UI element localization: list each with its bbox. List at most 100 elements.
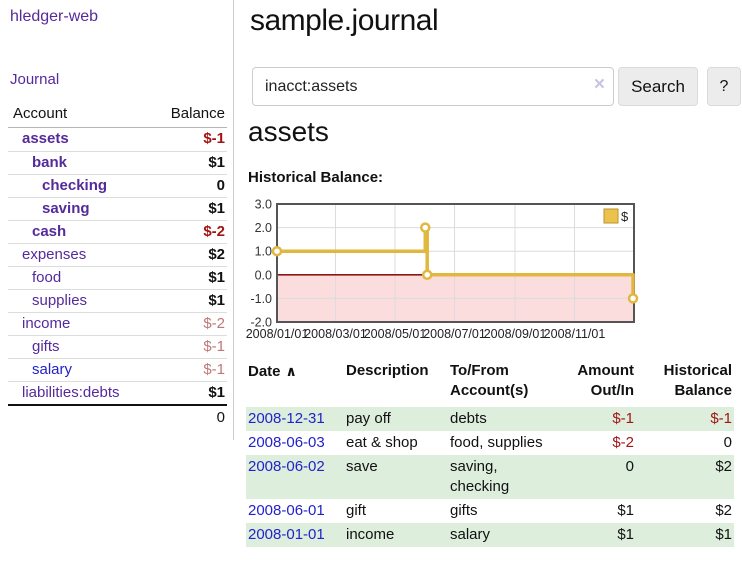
account-row: assets $-1 bbox=[8, 128, 227, 151]
account-link[interactable]: saving bbox=[42, 200, 90, 217]
transaction-amount: $-1 bbox=[612, 410, 634, 427]
svg-text:2008/05/01: 2008/05/01 bbox=[364, 327, 427, 341]
accounts-total-row: 0 bbox=[8, 404, 227, 428]
register-table: Date ∧ Description To/From Account(s) Amo… bbox=[246, 361, 734, 547]
register-row: 2008-06-03 eat & shop food, supplies $-2… bbox=[246, 431, 734, 455]
account-row: cash $-2 bbox=[8, 220, 227, 243]
account-balance: $-2 bbox=[203, 223, 225, 240]
svg-text:-2.0: -2.0 bbox=[250, 316, 272, 330]
transaction-amount: $-2 bbox=[612, 434, 634, 451]
account-link[interactable]: bank bbox=[32, 154, 68, 171]
transaction-date-link[interactable]: 2008-06-02 bbox=[248, 458, 325, 475]
clear-search-icon[interactable]: × bbox=[593, 74, 605, 95]
accounts-total-value: 0 bbox=[216, 409, 225, 426]
account-row: checking 0 bbox=[8, 174, 227, 197]
register-header-balance: Historical Balance bbox=[663, 362, 732, 399]
transaction-description: pay off bbox=[346, 410, 391, 427]
transaction-date-link[interactable]: 2008-06-01 bbox=[248, 502, 325, 519]
account-balance: $-1 bbox=[203, 130, 225, 147]
account-link[interactable]: supplies bbox=[32, 292, 88, 309]
account-row: gifts $-1 bbox=[8, 335, 227, 358]
account-row: salary $-1 bbox=[8, 358, 227, 381]
account-balance: $1 bbox=[208, 384, 225, 401]
register-header-date[interactable]: Date ∧ bbox=[246, 361, 344, 407]
account-link[interactable]: cash bbox=[32, 223, 67, 240]
transaction-amount: $1 bbox=[617, 526, 634, 543]
search-bar: × Search ? bbox=[252, 67, 741, 106]
transaction-accounts: saving, checking bbox=[450, 458, 510, 495]
account-balance: $1 bbox=[208, 292, 225, 309]
register-rows: 2008-12-31 pay off debts $-1 $-1 2008-06… bbox=[246, 407, 734, 547]
page-title: sample.journal bbox=[250, 4, 439, 37]
sort-ascending-icon: ∧ bbox=[285, 363, 297, 379]
account-link[interactable]: assets bbox=[22, 130, 69, 147]
transaction-accounts: gifts bbox=[450, 502, 478, 519]
search-input[interactable] bbox=[252, 67, 614, 106]
register-row: 2008-12-31 pay off debts $-1 $-1 bbox=[246, 407, 734, 431]
account-link[interactable]: checking bbox=[42, 177, 108, 194]
account-row: supplies $1 bbox=[8, 289, 227, 312]
register-header-description: Description bbox=[346, 362, 429, 379]
transaction-balance: $2 bbox=[715, 502, 732, 519]
accounts-rows: assets $-1 bank $1 checking 0 saving $1 … bbox=[8, 128, 227, 404]
account-balance: $2 bbox=[208, 246, 225, 263]
transaction-description: income bbox=[346, 526, 395, 543]
transaction-accounts: food, supplies bbox=[450, 434, 543, 451]
svg-text:$: $ bbox=[621, 209, 629, 224]
account-balance: $-1 bbox=[203, 361, 225, 378]
transaction-date-cell: 2008-12-31 bbox=[246, 407, 344, 431]
account-heading: assets bbox=[248, 116, 329, 147]
sidebar-item-journal[interactable]: Journal bbox=[10, 71, 60, 88]
help-button[interactable]: ? bbox=[707, 67, 741, 106]
transaction-amount: $1 bbox=[617, 502, 634, 519]
svg-text:2008/09/01: 2008/09/01 bbox=[484, 327, 547, 341]
transaction-description: save bbox=[346, 458, 378, 475]
transaction-date-cell: 2008-06-03 bbox=[246, 431, 344, 455]
transaction-date-link[interactable]: 2008-01-01 bbox=[248, 526, 325, 543]
transaction-balance: $-1 bbox=[710, 410, 732, 427]
svg-text:1.0: 1.0 bbox=[255, 245, 272, 259]
transaction-accounts: salary bbox=[450, 526, 491, 543]
transaction-accounts: debts bbox=[450, 410, 487, 427]
register-row: 2008-01-01 income salary $1 $1 bbox=[246, 523, 734, 547]
transaction-date-cell: 2008-06-02 bbox=[246, 455, 344, 499]
transaction-date-link[interactable]: 2008-06-03 bbox=[248, 434, 325, 451]
svg-text:2008/03/01: 2008/03/01 bbox=[304, 327, 367, 341]
account-balance: $1 bbox=[208, 269, 225, 286]
search-input-wrap: × bbox=[252, 67, 614, 106]
account-row: expenses $2 bbox=[8, 243, 227, 266]
account-row: bank $1 bbox=[8, 151, 227, 174]
svg-text:2008/07/01: 2008/07/01 bbox=[423, 327, 486, 341]
transaction-amount: 0 bbox=[625, 458, 634, 475]
accounts-table-header: Account Balance bbox=[8, 103, 227, 128]
search-button[interactable]: Search bbox=[618, 67, 698, 106]
account-row: saving $1 bbox=[8, 197, 227, 220]
svg-text:2.0: 2.0 bbox=[255, 221, 272, 235]
svg-text:0.0: 0.0 bbox=[255, 268, 272, 282]
account-link[interactable]: liabilities:debts bbox=[22, 384, 120, 401]
account-link[interactable]: food bbox=[32, 269, 62, 286]
account-link[interactable]: salary bbox=[32, 361, 73, 378]
account-link[interactable]: income bbox=[22, 315, 71, 332]
account-link[interactable]: expenses bbox=[22, 246, 87, 263]
register-header-amount: Amount Out/In bbox=[577, 362, 634, 399]
register-row: 2008-06-01 gift gifts $1 $2 bbox=[246, 499, 734, 523]
account-balance: $1 bbox=[208, 154, 225, 171]
transaction-date-cell: 2008-01-01 bbox=[246, 523, 344, 547]
transaction-balance: $1 bbox=[715, 526, 732, 543]
account-link[interactable]: gifts bbox=[32, 338, 60, 355]
register-header: Date ∧ Description To/From Account(s) Amo… bbox=[246, 361, 734, 407]
register-header-accounts: To/From Account(s) bbox=[450, 362, 529, 399]
svg-text:2008/11/01: 2008/11/01 bbox=[544, 327, 606, 341]
register-header-date-label: Date bbox=[248, 363, 281, 380]
transaction-date-link[interactable]: 2008-12-31 bbox=[248, 410, 325, 427]
accounts-table: Account Balance assets $-1 bank $1 check… bbox=[8, 103, 227, 428]
svg-text:2008/01/01: 2008/01/01 bbox=[246, 327, 309, 341]
register-row: 2008-06-02 save saving, checking 0 $2 bbox=[246, 455, 734, 499]
account-row: income $-2 bbox=[8, 312, 227, 335]
transaction-date-cell: 2008-06-01 bbox=[246, 499, 344, 523]
account-balance: 0 bbox=[216, 177, 225, 194]
account-balance: $-1 bbox=[203, 338, 225, 355]
app-title-link[interactable]: hledger-web bbox=[10, 8, 99, 25]
transaction-balance: $2 bbox=[715, 458, 732, 475]
